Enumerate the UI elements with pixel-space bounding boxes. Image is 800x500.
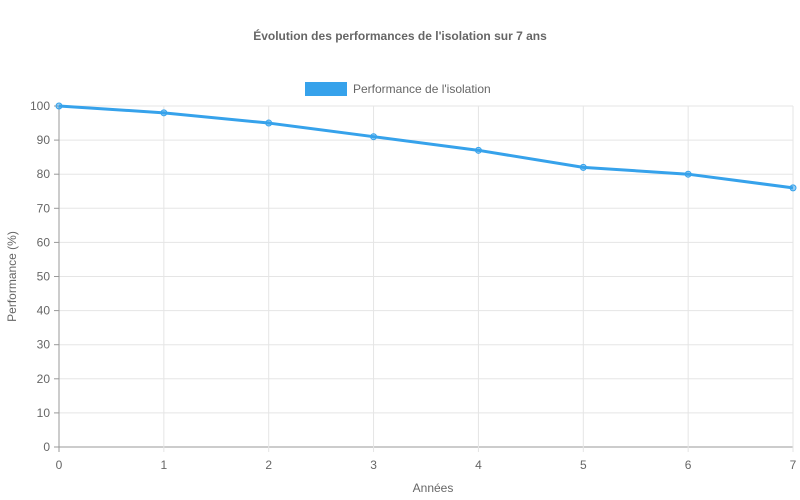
x-tick-label: 1 bbox=[161, 458, 168, 472]
y-axis-title: Performance (%) bbox=[5, 231, 19, 322]
legend-item[interactable]: Performance de l'isolation bbox=[305, 82, 491, 96]
y-tick-label: 60 bbox=[37, 235, 51, 249]
y-tick-label: 100 bbox=[30, 99, 50, 113]
x-tick-label: 3 bbox=[370, 458, 377, 472]
data-line bbox=[58, 104, 794, 190]
legend-label: Performance de l'isolation bbox=[353, 82, 491, 96]
y-tick-label: 90 bbox=[37, 133, 51, 147]
x-tick-label: 6 bbox=[685, 458, 692, 472]
data-point[interactable] bbox=[579, 163, 587, 171]
y-tick-label: 40 bbox=[37, 304, 51, 318]
x-tick-label: 7 bbox=[790, 458, 797, 472]
y-tick-label: 80 bbox=[37, 167, 51, 181]
y-tick-label: 20 bbox=[37, 372, 51, 386]
x-tick-label: 5 bbox=[580, 458, 587, 472]
y-tick-label: 10 bbox=[37, 406, 51, 420]
y-tick-label: 0 bbox=[43, 440, 50, 454]
data-point[interactable] bbox=[160, 109, 168, 117]
data-point[interactable] bbox=[370, 133, 378, 141]
data-point[interactable] bbox=[474, 146, 482, 154]
y-tick-label: 50 bbox=[37, 270, 51, 284]
legend-swatch bbox=[305, 82, 347, 96]
data-point[interactable] bbox=[265, 119, 273, 127]
x-tick-label: 4 bbox=[475, 458, 482, 472]
data-point[interactable] bbox=[55, 102, 63, 110]
y-tick-label: 70 bbox=[37, 201, 51, 215]
y-tick-label: 30 bbox=[37, 338, 51, 352]
x-axis-title: Années bbox=[413, 481, 454, 495]
data-point[interactable] bbox=[684, 170, 692, 178]
x-tick-label: 2 bbox=[265, 458, 272, 472]
data-point[interactable] bbox=[789, 184, 797, 192]
x-tick-label: 0 bbox=[56, 458, 63, 472]
chart-title: Évolution des performances de l'isolatio… bbox=[253, 29, 547, 43]
